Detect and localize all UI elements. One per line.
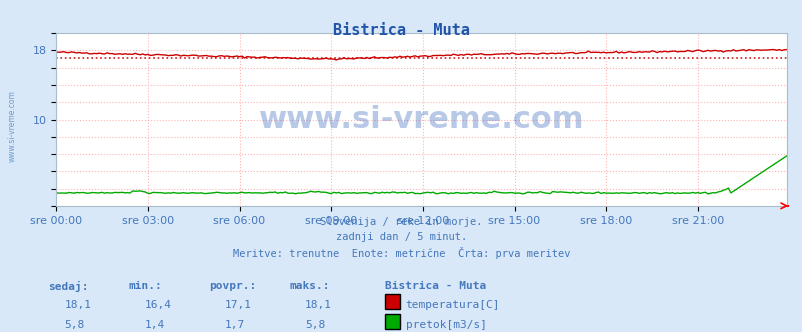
Text: 5,8: 5,8 xyxy=(64,320,84,330)
Text: sedaj:: sedaj: xyxy=(48,281,88,291)
Text: 1,7: 1,7 xyxy=(225,320,245,330)
Text: 16,4: 16,4 xyxy=(144,300,172,310)
Text: povpr.:: povpr.: xyxy=(209,281,256,290)
Text: min.:: min.: xyxy=(128,281,162,290)
Text: 17,1: 17,1 xyxy=(225,300,252,310)
Text: Bistrica - Muta: Bistrica - Muta xyxy=(385,281,486,290)
Text: 1,4: 1,4 xyxy=(144,320,164,330)
Text: www.si-vreme.com: www.si-vreme.com xyxy=(258,105,584,134)
Text: www.si-vreme.com: www.si-vreme.com xyxy=(8,90,17,162)
Text: Slovenija / reke in morje.: Slovenija / reke in morje. xyxy=(320,217,482,227)
Text: maks.:: maks.: xyxy=(289,281,329,290)
Text: temperatura[C]: temperatura[C] xyxy=(405,300,500,310)
Text: zadnji dan / 5 minut.: zadnji dan / 5 minut. xyxy=(335,232,467,242)
Text: pretok[m3/s]: pretok[m3/s] xyxy=(405,320,486,330)
Text: Meritve: trenutne  Enote: metrične  Črta: prva meritev: Meritve: trenutne Enote: metrične Črta: … xyxy=(233,247,569,259)
Text: 18,1: 18,1 xyxy=(64,300,91,310)
Text: Bistrica - Muta: Bistrica - Muta xyxy=(333,23,469,38)
Text: 18,1: 18,1 xyxy=(305,300,332,310)
Text: 5,8: 5,8 xyxy=(305,320,325,330)
